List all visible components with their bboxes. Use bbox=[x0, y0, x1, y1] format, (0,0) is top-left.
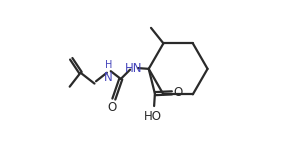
Text: N: N bbox=[104, 71, 113, 84]
Text: H: H bbox=[105, 60, 112, 70]
Text: O: O bbox=[174, 86, 183, 99]
Text: HN: HN bbox=[125, 62, 143, 75]
Text: O: O bbox=[108, 101, 117, 114]
Text: HO: HO bbox=[144, 110, 162, 123]
